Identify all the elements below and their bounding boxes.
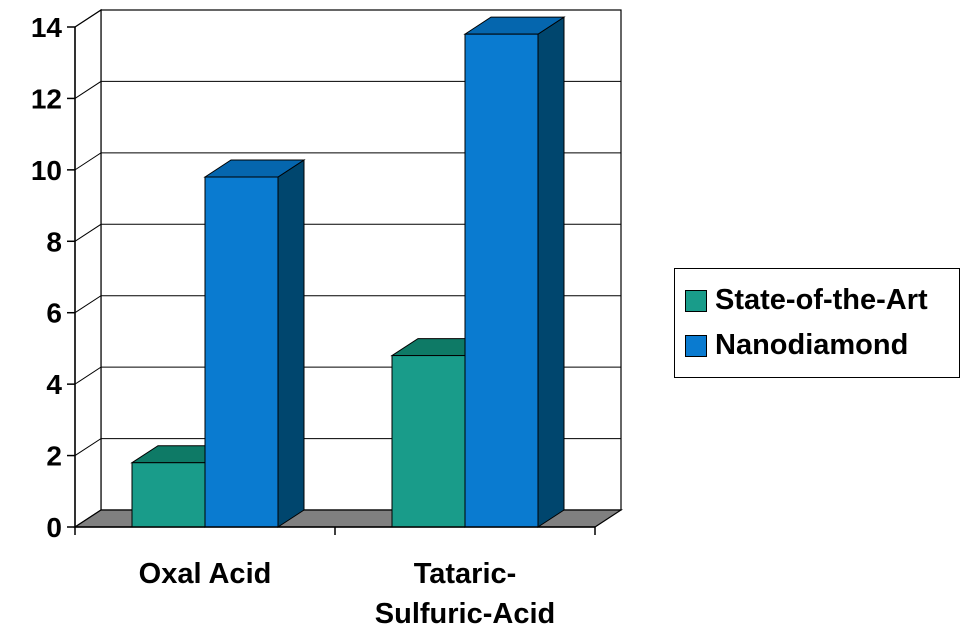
legend-swatch-1 bbox=[685, 334, 707, 357]
legend-item-1: Nanodiamond bbox=[685, 329, 908, 362]
legend-label-1: Nanodiamond bbox=[715, 329, 909, 361]
gridline-7 bbox=[74, 9, 621, 28]
y-tick-label-7: 14 bbox=[31, 12, 63, 43]
gridline-4 bbox=[74, 223, 621, 242]
bar-side-1-0 bbox=[277, 159, 305, 528]
category-label-1: Tataric- Sulfuric-Acid bbox=[375, 558, 555, 630]
bar-0-1 bbox=[391, 355, 466, 528]
side-wall bbox=[74, 8, 102, 529]
category-label-0: Oxal Acid bbox=[139, 558, 272, 590]
legend-swatch-0 bbox=[685, 289, 707, 312]
bar-side-1-1 bbox=[537, 16, 565, 528]
chart-axes bbox=[67, 26, 596, 535]
bar-1-1 bbox=[464, 33, 539, 528]
y-tick-label-3: 6 bbox=[46, 298, 62, 329]
y-axis-tick-labels: 0 2 4 6 8 10 12 14 bbox=[31, 12, 63, 543]
y-tick-label-2: 4 bbox=[46, 369, 62, 400]
x-axis-category-labels: Oxal Acid Tataric- Sulfuric-Acid bbox=[139, 558, 556, 630]
bar-0-0 bbox=[131, 462, 206, 528]
y-tick-label-4: 8 bbox=[46, 226, 62, 257]
legend-item-0: State-of-the-Art bbox=[685, 284, 928, 317]
category-label-0-line-0: Oxal Acid bbox=[139, 558, 272, 590]
y-tick-label-1: 2 bbox=[46, 441, 62, 472]
chart-bars bbox=[130, 16, 566, 528]
legend-label-0: State-of-the-Art bbox=[715, 284, 928, 316]
category-label-1-line-1: Sulfuric-Acid bbox=[375, 598, 555, 630]
y-tick-label-6: 12 bbox=[31, 83, 62, 114]
legend: State-of-the-Art Nanodiamond bbox=[674, 268, 960, 378]
bar-1-0 bbox=[204, 176, 279, 528]
chart-gridlines bbox=[74, 9, 621, 456]
gridline-6 bbox=[74, 80, 621, 99]
category-label-1-line-0: Tataric- bbox=[414, 558, 517, 590]
gridline-5 bbox=[74, 152, 621, 171]
gridline-3 bbox=[74, 295, 621, 314]
y-tick-label-0: 0 bbox=[46, 512, 62, 543]
y-tick-label-5: 10 bbox=[31, 155, 62, 186]
